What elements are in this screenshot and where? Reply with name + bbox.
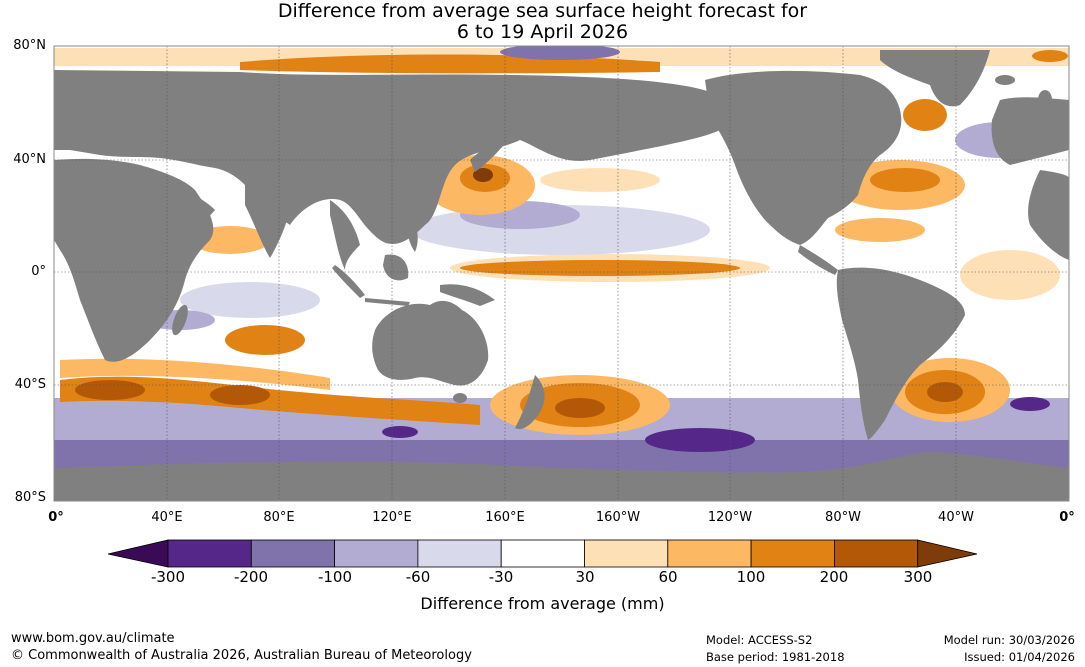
land-north-america xyxy=(705,70,902,245)
land-se-asia xyxy=(330,200,360,270)
land-tasmania xyxy=(453,393,467,403)
anomaly-pos-labrador xyxy=(903,99,947,131)
lon-label-120e: 120°E xyxy=(372,510,412,525)
anomaly-pos-south-atl-core xyxy=(927,382,963,402)
footer-copyright: © Commonwealth of Australia 2026, Austra… xyxy=(11,648,472,663)
colorbar-label-30: 30 xyxy=(575,568,595,586)
colorbar-swatch-2 xyxy=(250,539,336,568)
anomaly-neg-south-atl xyxy=(1010,397,1050,411)
anomaly-neg-arctic xyxy=(500,46,620,60)
land-south-america xyxy=(836,267,965,440)
land-layer xyxy=(54,50,1069,501)
anomaly-pos-south-pacific-core xyxy=(555,398,605,418)
map-frame xyxy=(53,45,1070,502)
anomaly-neg-indian xyxy=(180,282,320,318)
footer-model: Model: ACCESS-S2 xyxy=(706,633,813,647)
lon-label-0-east: 0° xyxy=(1059,510,1075,525)
colorbar-label-neg30: -30 xyxy=(488,568,514,586)
chart-title-line2: 6 to 19 April 2026 xyxy=(456,21,629,43)
land-antarctica xyxy=(54,452,1069,501)
land-new-guinea xyxy=(440,284,495,306)
land-arabia xyxy=(155,185,215,226)
colorbar-label-200: 200 xyxy=(819,568,849,586)
lat-label-40s: 40°S xyxy=(14,377,46,392)
land-australia xyxy=(372,300,489,386)
land-central-america xyxy=(798,245,838,275)
lon-label-80e: 80°E xyxy=(263,510,295,525)
lon-label-120w: 120°W xyxy=(707,510,753,525)
colorbar-swatch-5 xyxy=(500,539,585,568)
anomaly-pos-north-pacific-mid xyxy=(540,168,660,192)
colorbar-swatch-3 xyxy=(334,539,419,568)
anomaly-equatorial xyxy=(460,260,740,276)
land-west-africa-east xyxy=(1028,170,1069,260)
anomaly-pos-arctic-east xyxy=(1032,50,1068,62)
colorbar-swatch-7 xyxy=(667,539,752,568)
land-madagascar xyxy=(172,304,188,336)
footer-site-link[interactable]: www.bom.gov.au/climate xyxy=(11,631,175,646)
colorbar-swatch-9 xyxy=(834,539,919,568)
footer-model-run: Model run: 30/03/2026 xyxy=(943,633,1075,647)
colorbar-swatch-6 xyxy=(584,539,669,568)
colorbar-swatch-8 xyxy=(750,539,835,568)
colorbar-arrow-high xyxy=(917,539,978,568)
land-borneo xyxy=(383,254,409,281)
land-new-zealand xyxy=(515,375,545,430)
land-java xyxy=(365,298,410,306)
land-europe xyxy=(991,97,1069,165)
lon-label-40e: 40°E xyxy=(151,510,183,525)
colorbar-label-100: 100 xyxy=(736,568,766,586)
land-japan xyxy=(470,140,503,172)
lon-label-0-west: 0° xyxy=(48,510,64,525)
anomaly-pos-gulf-stream xyxy=(870,168,940,192)
colorbar xyxy=(107,539,978,568)
colorbar-label-neg200: -200 xyxy=(233,568,269,586)
lon-label-160e: 160°E xyxy=(485,510,525,525)
chart-title-line1: Difference from average sea surface heig… xyxy=(277,0,808,22)
anomaly-neg-south-pacific xyxy=(645,428,755,452)
anomaly-pos-caribbean xyxy=(835,218,925,242)
lon-label-40w: 40°W xyxy=(938,510,974,525)
footer-base-period: Base period: 1981-2018 xyxy=(706,650,845,664)
colorbar-swatch-1 xyxy=(167,539,252,568)
colorbar-label-neg60: -60 xyxy=(405,568,431,586)
lat-label-80n: 80°N xyxy=(13,38,46,53)
land-philippines xyxy=(407,215,418,252)
anomaly-pos-south-indian-3 xyxy=(225,325,305,355)
anomaly-neg-indian-south xyxy=(382,426,418,438)
anomaly-pos-south-indian-core xyxy=(75,380,145,400)
colorbar-label-60: 60 xyxy=(658,568,678,586)
anomaly-pos-tropical-atl xyxy=(960,250,1060,300)
anomaly-acc-band xyxy=(60,376,480,425)
colorbar-label-neg100: -100 xyxy=(317,568,353,586)
colorbar-label-neg300: -300 xyxy=(150,568,186,586)
anomaly-pos-south-indian-2 xyxy=(210,385,270,405)
land-greenland xyxy=(880,50,990,107)
anomaly-acc-band-light xyxy=(60,358,330,390)
land-iceland xyxy=(995,75,1015,85)
lat-label-40n: 40°N xyxy=(13,152,46,167)
colorbar-swatch-4 xyxy=(417,539,502,568)
colorbar-title: Difference from average (mm) xyxy=(420,594,665,613)
lat-label-equator: 0° xyxy=(31,264,46,279)
land-eurasia xyxy=(54,70,720,245)
lat-label-80s: 80°S xyxy=(14,490,46,505)
colorbar-arrow-low xyxy=(107,539,169,568)
land-uk xyxy=(1038,90,1052,110)
gridlines xyxy=(54,46,1069,501)
footer-issued: Issued: 01/04/2026 xyxy=(964,650,1075,664)
anomaly-pos-kuroshio-core xyxy=(473,168,493,182)
lon-label-160w: 160°W xyxy=(595,510,641,525)
colorbar-label-300: 300 xyxy=(903,568,933,586)
land-sumatra xyxy=(332,265,365,298)
lon-label-80w: 80°W xyxy=(825,510,861,525)
